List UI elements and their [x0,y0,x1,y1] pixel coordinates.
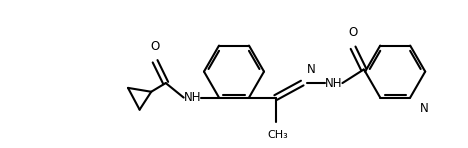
Text: NH: NH [183,91,201,104]
Text: NH: NH [325,77,343,90]
Text: CH₃: CH₃ [268,131,288,140]
Text: N: N [420,102,429,115]
Text: O: O [349,26,358,39]
Text: O: O [151,40,160,53]
Text: N: N [307,63,316,76]
